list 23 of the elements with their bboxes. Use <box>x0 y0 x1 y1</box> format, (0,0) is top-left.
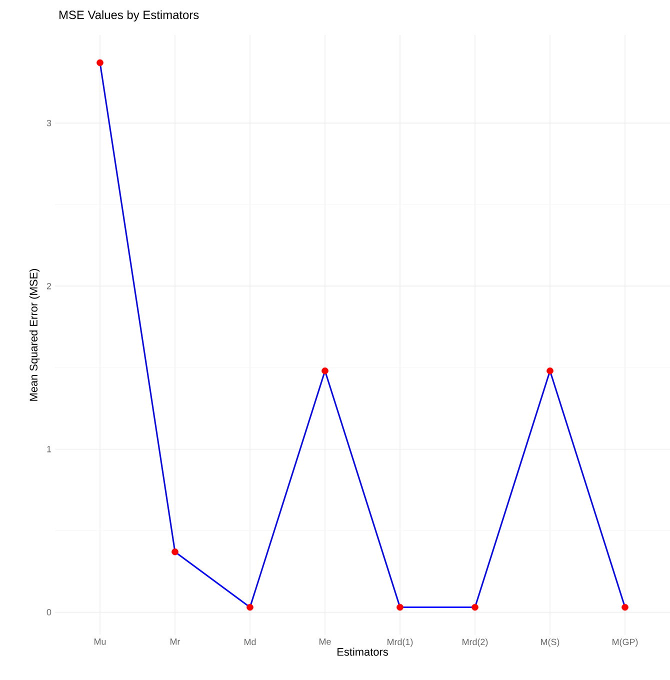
x-axis-title: Estimators <box>338 648 388 656</box>
x-tick-label: Md <box>244 638 256 646</box>
x-tick-label: M(GP) <box>612 638 638 647</box>
x-tick-label: Me <box>320 638 331 645</box>
point <box>472 604 478 611</box>
x-tick-label: Mu <box>94 638 106 645</box>
chart-title: MSE Values by Estimators <box>60 10 199 22</box>
point <box>396 604 404 611</box>
point <box>546 367 554 374</box>
point <box>322 367 328 374</box>
x-tick-label: M(S) <box>541 638 560 647</box>
point <box>96 59 104 66</box>
x-tick-label: Mr <box>170 638 180 645</box>
y-tick-label: 3 <box>46 120 52 126</box>
y-tick-label: 0 <box>46 608 52 616</box>
x-tick-label: Mrd(1) <box>388 638 413 647</box>
y-axis-title: Mean Squared Error (MSE) <box>29 269 40 401</box>
y-tick-label: 1 <box>47 446 52 452</box>
point <box>172 548 178 556</box>
y-tick-label: 2 <box>46 282 52 290</box>
point <box>246 604 254 611</box>
point <box>622 604 628 611</box>
x-tick-label: Mrd(2) <box>462 638 488 647</box>
